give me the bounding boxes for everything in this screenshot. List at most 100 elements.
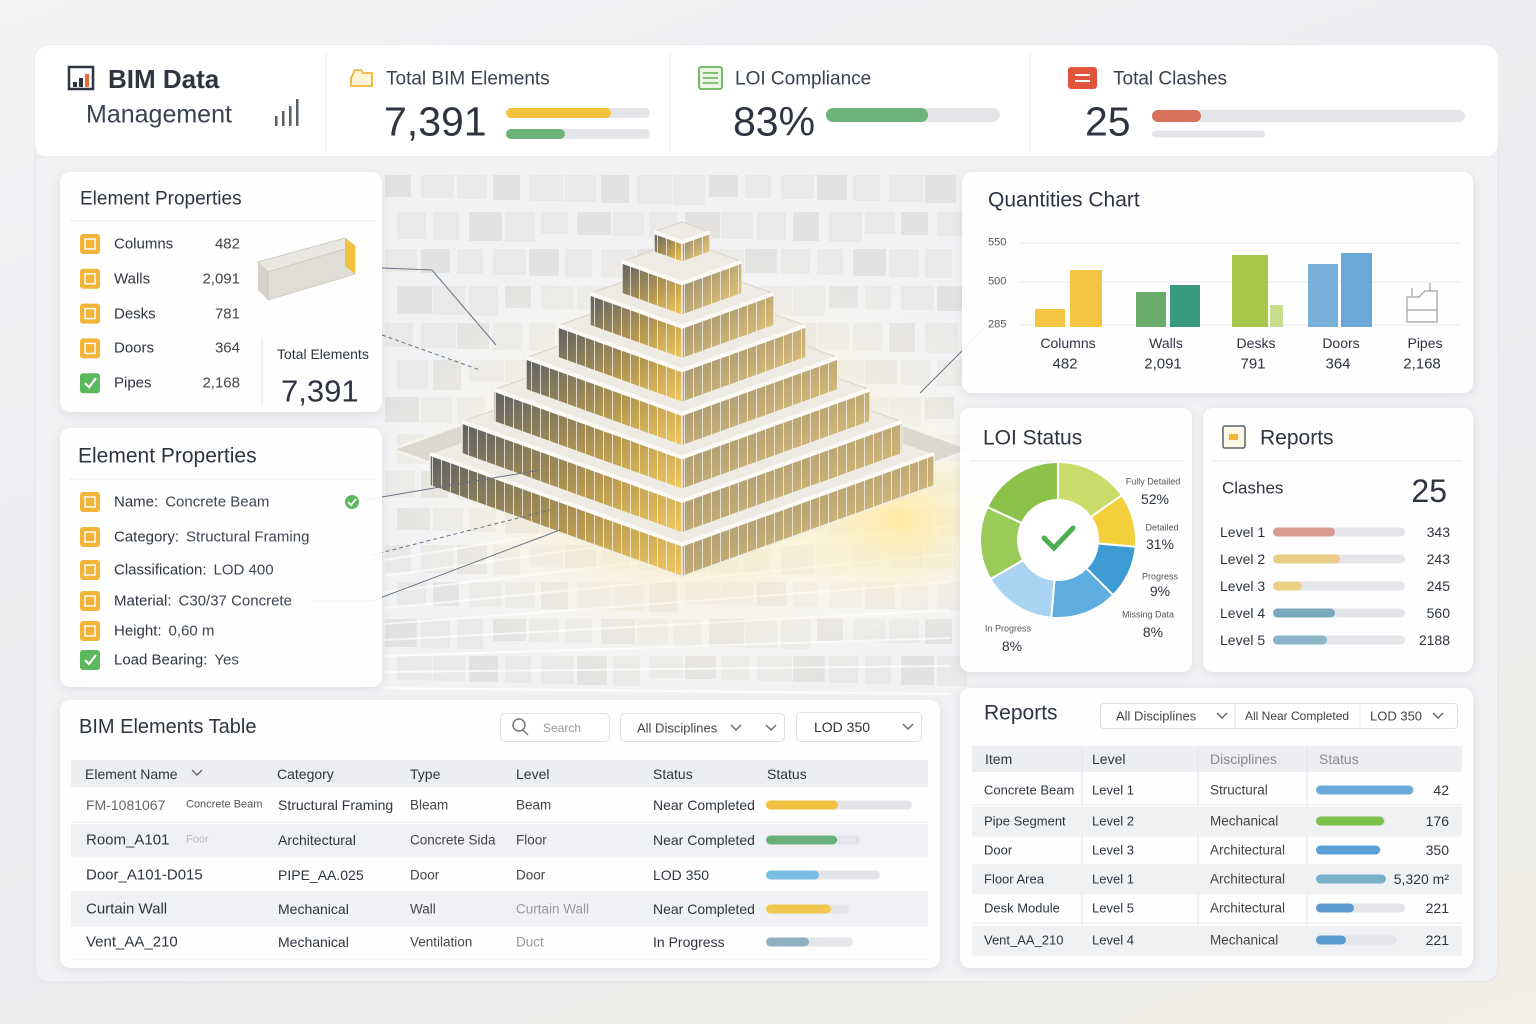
category-label: Walls (1149, 335, 1183, 351)
segment-label: In Progress (984, 623, 1032, 634)
kpi-bar-fill (826, 108, 928, 122)
search-box[interactable] (500, 713, 610, 742)
city-block (853, 175, 880, 201)
cell-value: 350 (1425, 842, 1449, 858)
status-bar-fill (766, 835, 837, 845)
cell-level: Floor (516, 832, 547, 848)
column-header: Level (1092, 751, 1126, 767)
filter-label[interactable]: All Disciplines (637, 720, 718, 736)
item-value: 364 (214, 339, 240, 357)
filter-label[interactable]: All Disciplines (1116, 708, 1197, 724)
facade-right-mullions (682, 232, 710, 263)
city-block (541, 212, 568, 234)
clashes-label: Clashes (1222, 478, 1284, 498)
segment-label: Progress (1141, 571, 1179, 582)
slab-edge (461, 419, 903, 504)
city-block (901, 212, 928, 235)
logo-bar (85, 74, 89, 87)
filter-label[interactable]: LOD 350 (1370, 708, 1423, 724)
item-icon (80, 560, 100, 580)
facade-right-mullions (682, 421, 902, 533)
filter-label[interactable]: All Near Completed (1245, 709, 1350, 723)
cell-discipline: Mechanical (1210, 932, 1279, 948)
property-label: Category: (114, 528, 180, 546)
callout-line (379, 267, 497, 346)
cell-discipline: Architectural (1210, 900, 1286, 916)
status-bar-fill (1316, 874, 1386, 884)
city-block (613, 212, 644, 236)
cell-note: Foor (186, 833, 209, 846)
cell-name: Room_A101 (86, 831, 170, 849)
cell-note: Concrete Beam (186, 798, 263, 811)
app-subtitle: Management (86, 100, 232, 129)
facade-left-mullions (654, 232, 682, 263)
status-ok (345, 495, 359, 509)
beam-cap (345, 238, 355, 274)
city-block (757, 212, 786, 240)
property-label: Name: (114, 493, 159, 511)
y-tick-label: 550 (988, 236, 1007, 249)
search-placeholder[interactable]: Search (543, 721, 582, 735)
callout-line (363, 469, 541, 501)
item-icon (80, 338, 100, 359)
item-icon (80, 492, 100, 512)
city-block (829, 212, 862, 242)
filter-label[interactable]: LOD 350 (814, 719, 871, 735)
level-label: Level 2 (1220, 551, 1266, 567)
signal-bar (296, 99, 299, 126)
facade-right-mullions (682, 453, 934, 577)
cell-type: Wall (410, 901, 436, 917)
cell-type: Ventilation (410, 934, 473, 950)
level-bar-track (1273, 581, 1405, 591)
city-block (397, 286, 432, 314)
cell-item: Pipe Segment (984, 813, 1066, 829)
slab-edge (557, 323, 807, 373)
cell-type: Door (410, 867, 440, 883)
property-label: Height: (114, 622, 162, 640)
card-title: Element Properties (80, 188, 242, 210)
item-icon (80, 268, 100, 289)
cell-name: Curtain Wall (86, 900, 168, 918)
city-block (745, 175, 771, 198)
card (60, 428, 382, 687)
item-icon (80, 234, 100, 254)
city-block (721, 212, 753, 239)
column-header[interactable]: Element Name (85, 766, 178, 782)
total-label: Total Elements (277, 346, 369, 362)
filter-dropdown[interactable] (796, 712, 922, 742)
clashes-value: 25 (1411, 473, 1447, 509)
status-bar-fill (1316, 903, 1354, 913)
status-bar-fill (766, 870, 819, 880)
level-bar-fill (1273, 554, 1340, 564)
app-title: BIM Data (108, 64, 220, 94)
check-glyph (347, 498, 357, 507)
table-header-bg (972, 746, 1462, 772)
callout-line (371, 509, 551, 556)
kpi-bar-track (1152, 130, 1265, 138)
level-bar-fill (1273, 527, 1335, 537)
level-label: Level 3 (1220, 578, 1266, 594)
cell-discipline: Architectural (1210, 871, 1286, 887)
kpi-bar-fill (506, 108, 611, 118)
chevron (1216, 712, 1228, 719)
property-value: C30/37 Concrete (178, 592, 292, 610)
city-block (529, 175, 563, 201)
level-label: Level 5 (1220, 632, 1266, 648)
filter-group[interactable] (1100, 703, 1458, 729)
filter-dropdown[interactable] (620, 713, 785, 742)
kpi-label: LOI Compliance (735, 68, 872, 90)
cell-level: Level 3 (1092, 842, 1134, 858)
cell-status: Near Completed (653, 832, 755, 848)
level-label: Level 1 (1220, 524, 1266, 540)
city-block (433, 286, 465, 315)
card (60, 172, 382, 412)
kpi-label: Total BIM Elements (386, 68, 550, 90)
city-block (889, 175, 923, 202)
status-bar-fill (766, 800, 838, 810)
search-icon (522, 729, 529, 736)
property-value: LOD 400 (213, 561, 274, 579)
cell-value: 176 (1425, 813, 1449, 829)
city-block (901, 656, 934, 685)
